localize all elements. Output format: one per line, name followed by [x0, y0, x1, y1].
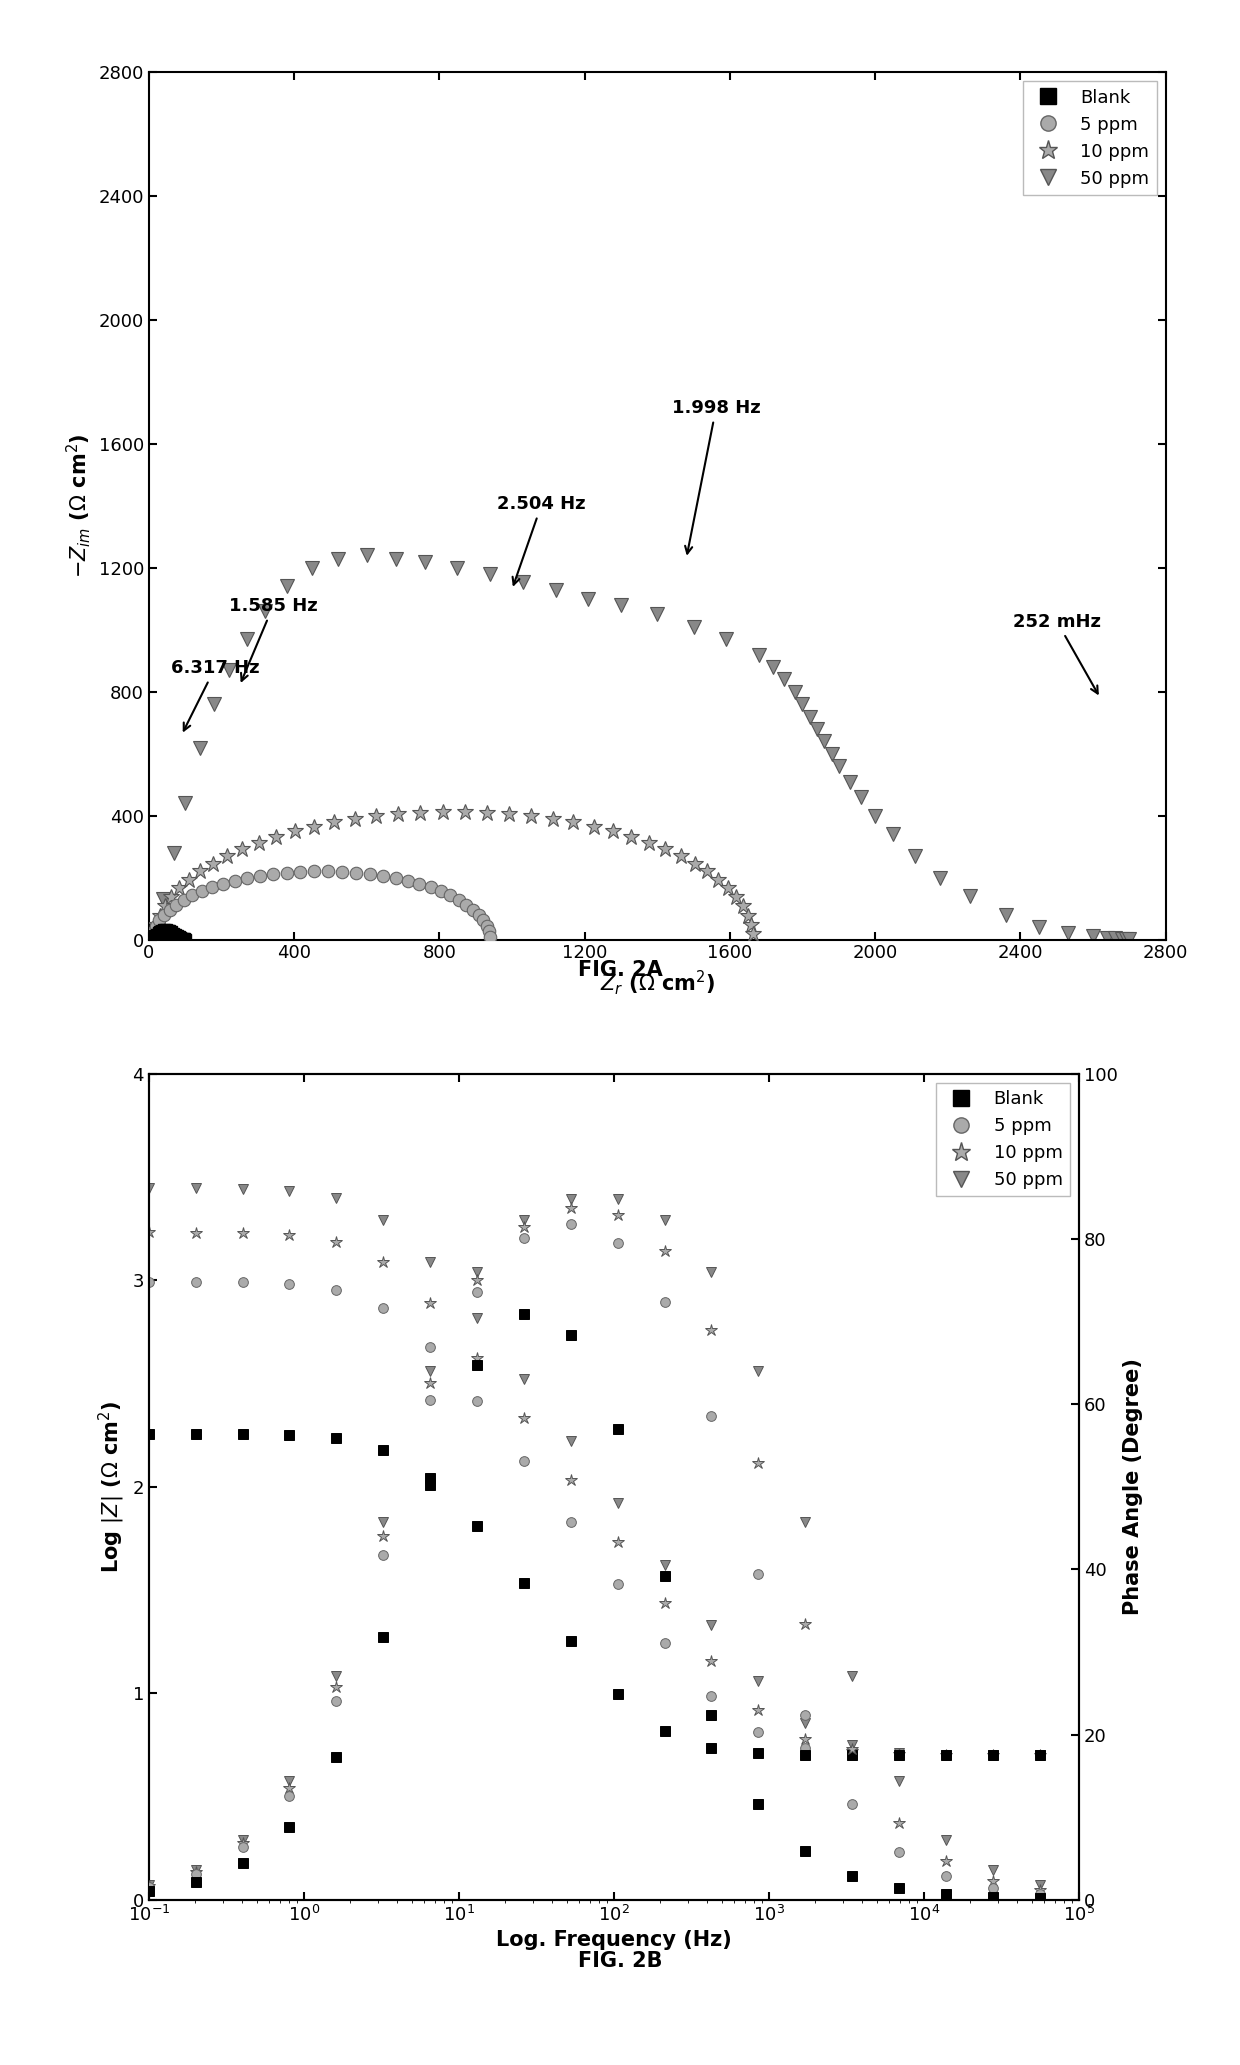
- X-axis label: $Z_r$ ($\Omega$ cm$^2$): $Z_r$ ($\Omega$ cm$^2$): [599, 968, 715, 997]
- Y-axis label: Phase Angle (Degree): Phase Angle (Degree): [1123, 1359, 1143, 1615]
- Legend: Blank, 5 ppm, 10 ppm, 50 ppm: Blank, 5 ppm, 10 ppm, 50 ppm: [1023, 81, 1157, 194]
- Text: FIG. 2B: FIG. 2B: [578, 1951, 662, 1972]
- Y-axis label: $-Z_{im}$ ($\Omega$ cm$^2$): $-Z_{im}$ ($\Omega$ cm$^2$): [64, 434, 93, 578]
- Text: FIG. 2A: FIG. 2A: [578, 960, 662, 981]
- Text: 252 mHz: 252 mHz: [1013, 613, 1101, 694]
- Y-axis label: Log $|Z|$ ($\Omega$ cm$^2$): Log $|Z|$ ($\Omega$ cm$^2$): [97, 1400, 126, 1574]
- Text: 2.504 Hz: 2.504 Hz: [497, 496, 587, 584]
- Text: 1.585 Hz: 1.585 Hz: [228, 597, 317, 681]
- X-axis label: Log. Frequency (Hz): Log. Frequency (Hz): [496, 1931, 732, 1949]
- Text: 1.998 Hz: 1.998 Hz: [672, 399, 760, 553]
- Legend: Blank, 5 ppm, 10 ppm, 50 ppm: Blank, 5 ppm, 10 ppm, 50 ppm: [936, 1082, 1070, 1196]
- Text: 6.317 Hz: 6.317 Hz: [171, 659, 259, 731]
